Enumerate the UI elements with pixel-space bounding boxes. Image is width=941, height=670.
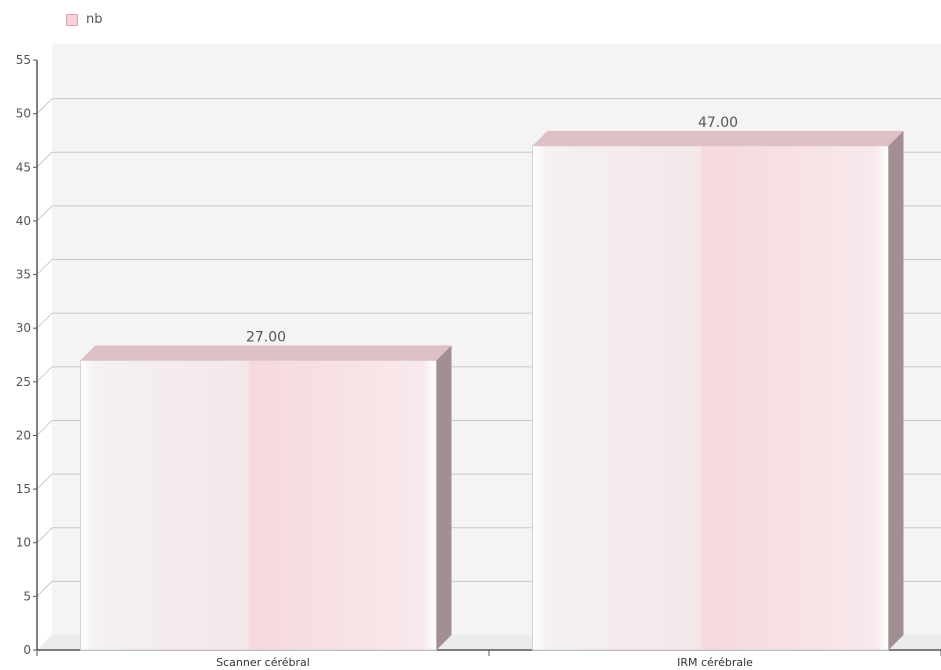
x-tick-label: IRM cérébrale	[677, 656, 753, 669]
gridline-diagonal	[36, 259, 53, 275]
gridline-diagonal	[36, 98, 53, 114]
y-tick-label: 25	[16, 375, 31, 389]
y-tick-label: 55	[16, 53, 31, 67]
gridline-diagonal	[36, 473, 53, 490]
bar-value-label: 27.00	[246, 329, 286, 345]
gridline-diagonal	[36, 151, 53, 168]
bar-value-label: 47.00	[698, 115, 738, 131]
gridline-diagonal	[36, 205, 53, 222]
bar-front	[80, 359, 437, 651]
legend-swatch-nb	[66, 13, 78, 26]
bar-side	[888, 130, 904, 650]
legend-label-nb: nb	[86, 12, 103, 27]
y-tick-label: 35	[16, 268, 31, 282]
legend: nb	[66, 12, 103, 27]
y-tick-label: 50	[16, 107, 31, 121]
y-tick-label: 30	[16, 321, 31, 335]
y-tick-label: 5	[23, 589, 31, 603]
y-tick-label: 20	[16, 428, 31, 442]
bar-top	[532, 130, 904, 146]
y-tick-label: 10	[16, 536, 31, 550]
gridline-diagonal	[36, 581, 53, 597]
bar-top	[80, 345, 452, 361]
gridline-diagonal	[36, 527, 53, 544]
y-tick-label: 0	[23, 643, 31, 657]
y-tick-label: 45	[16, 160, 31, 174]
bar-front	[532, 145, 889, 651]
gridline-diagonal	[36, 366, 53, 383]
bar-side	[436, 345, 452, 650]
gridline-diagonal	[36, 420, 53, 436]
gridline-diagonal	[36, 312, 53, 329]
y-tick-label: 15	[16, 482, 31, 496]
x-tick-label: Scanner cérébral	[216, 656, 310, 669]
y-tick-label: 40	[16, 214, 31, 228]
